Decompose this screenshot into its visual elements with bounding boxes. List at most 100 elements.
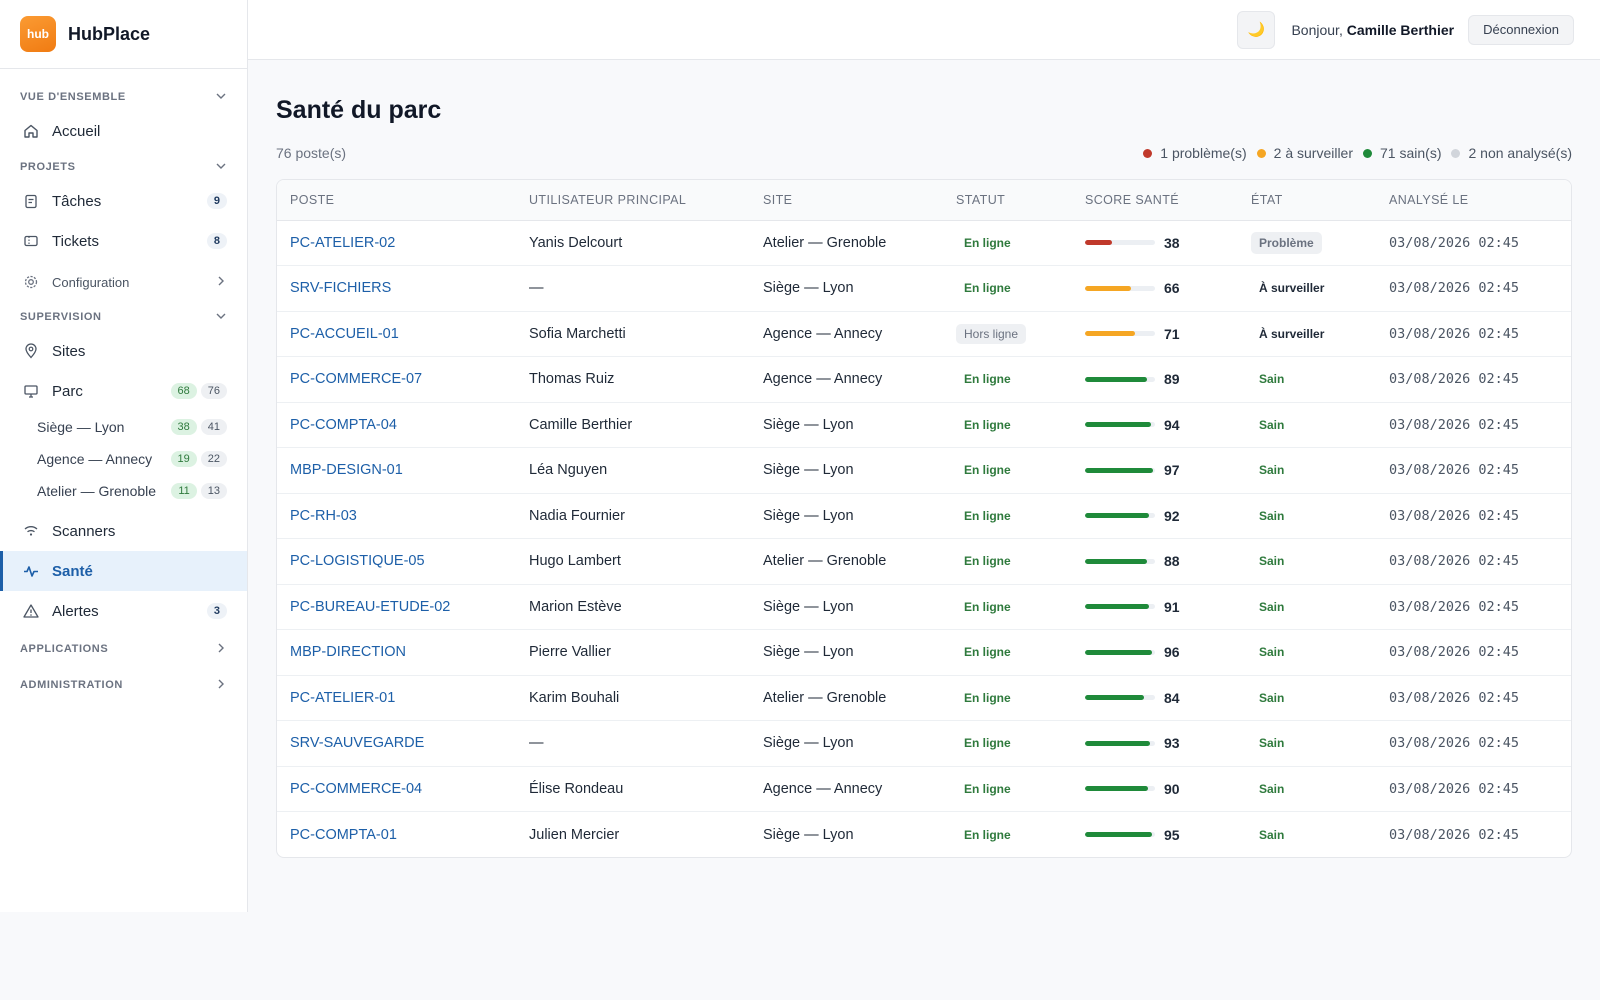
section-label: APPLICATIONS xyxy=(20,643,109,655)
user-cell: Nadia Fournier xyxy=(516,493,750,539)
state-badge: Sain xyxy=(1259,463,1285,478)
site-cell: Atelier — Grenoble xyxy=(750,675,943,721)
column-header-utilisateur[interactable]: UTILISATEUR PRINCIPAL xyxy=(516,180,750,221)
sidebar-item-scanners[interactable]: Scanners xyxy=(0,511,247,551)
table-row[interactable]: PC-ATELIER-02 Yanis Delcourt Atelier — Gre… xyxy=(277,220,1571,266)
section-administration[interactable]: ADMINISTRATION xyxy=(0,667,247,703)
ticket-icon xyxy=(22,232,40,250)
score-bar-fill xyxy=(1085,467,1153,473)
host-link[interactable]: PC-COMMERCE-07 xyxy=(290,371,423,388)
section-applications[interactable]: APPLICATIONS xyxy=(0,631,247,667)
table-row[interactable]: PC-LOGISTIQUE-05 Hugo Lambert Atelier — Gr… xyxy=(277,538,1571,585)
host-link[interactable]: PC-ACCUEIL-01 xyxy=(290,325,399,342)
column-header-etat[interactable]: ÉTAT xyxy=(1238,180,1376,221)
section-label: SUPERVISION xyxy=(20,311,102,323)
analysis-date: 03/08/2026 02:45 xyxy=(1389,280,1520,297)
site-cell: Siège — Lyon xyxy=(750,720,943,767)
logout-button[interactable]: Déconnexion xyxy=(1468,14,1574,45)
host-link[interactable]: SRV-SAUVEGARDE xyxy=(290,735,425,752)
legend-healthy: 71 sain(s) xyxy=(1380,145,1442,161)
count-badge: 9 xyxy=(206,193,227,209)
column-header-statut[interactable]: STATUT xyxy=(943,180,1072,221)
health-score: 97 xyxy=(1085,462,1238,478)
table-row[interactable]: PC-COMMERCE-04 Élise Rondeau Agence — Anne… xyxy=(277,766,1571,812)
main-nav: VUE D'ENSEMBLE Accueil PROJETS Tâches 9 xyxy=(0,69,247,703)
sidebar-subitem-atelier-grenoble[interactable]: Atelier — Grenoble 11 13 xyxy=(0,475,247,507)
status-badge: En ligne xyxy=(964,417,1011,432)
host-link[interactable]: PC-BUREAU-ETUDE-02 xyxy=(290,598,451,615)
host-link[interactable]: PC-COMMERCE-04 xyxy=(290,780,423,797)
host-link[interactable]: MBP-DIRECTION xyxy=(290,644,406,661)
score-bar xyxy=(1085,740,1155,746)
column-header-site[interactable]: SITE xyxy=(750,180,943,221)
table-row[interactable]: PC-COMPTA-01 Julien Mercier Siège — Lyon En… xyxy=(277,812,1571,858)
sidebar-item-parc[interactable]: Parc 68 76 xyxy=(0,371,247,411)
sidebar-item-label: Alertes xyxy=(52,602,99,620)
column-header-poste[interactable]: POSTE xyxy=(277,180,516,221)
health-table-card: POSTE UTILISATEUR PRINCIPAL SITE STATUT … xyxy=(276,179,1572,858)
state-badge: Sain xyxy=(1259,781,1285,796)
sidebar-item-accueil[interactable]: Accueil xyxy=(0,111,247,151)
table-row[interactable]: PC-COMMERCE-07 Thomas Ruiz Agence — Annecy… xyxy=(277,356,1571,403)
score-bar-fill xyxy=(1085,285,1132,291)
score-value: 88 xyxy=(1164,553,1180,570)
table-row[interactable]: PC-ATELIER-01 Karim Bouhali Atelier — Gren… xyxy=(277,675,1571,721)
table-row[interactable]: SRV-SAUVEGARDE — Siège — Lyon En ligne 93 Sai… xyxy=(277,720,1571,767)
site-cell: Siège — Lyon xyxy=(750,493,943,539)
sidebar-subitem-siege-lyon[interactable]: Siège — Lyon 38 41 xyxy=(0,411,247,443)
score-bar-fill xyxy=(1085,376,1148,382)
theme-toggle-button[interactable]: 🌙 xyxy=(1237,10,1276,49)
sidebar-item-configuration[interactable]: Configuration xyxy=(0,261,247,303)
sidebar-item-sante[interactable]: Santé xyxy=(0,551,247,591)
table-row[interactable]: PC-COMPTA-04 Camille Berthier Siège — Lyon… xyxy=(277,402,1571,448)
table-row[interactable]: PC-BUREAU-ETUDE-02 Marion Estève Siège — L… xyxy=(277,584,1571,630)
score-bar-fill xyxy=(1085,832,1152,837)
host-link[interactable]: SRV-FICHIERS xyxy=(290,280,392,297)
sidebar-item-taches[interactable]: Tâches 9 xyxy=(0,181,247,221)
site-cell: Siège — Lyon xyxy=(750,402,943,448)
sidebar-item-sites[interactable]: Sites xyxy=(0,331,247,371)
host-link[interactable]: PC-ATELIER-01 xyxy=(290,689,396,706)
greeting-text: Bonjour, xyxy=(1291,21,1343,38)
sidebar-item-alertes[interactable]: Alertes 3 xyxy=(0,591,247,631)
score-bar xyxy=(1085,649,1155,655)
user-name: Camille Berthier xyxy=(1346,21,1455,38)
column-header-score[interactable]: SCORE SANTÉ xyxy=(1072,180,1238,221)
status-badge: En ligne xyxy=(964,599,1011,614)
problem-dot-icon xyxy=(1143,148,1153,158)
status-badge: En ligne xyxy=(964,508,1011,523)
section-label: VUE D'ENSEMBLE xyxy=(20,91,126,103)
host-link[interactable]: PC-RH-03 xyxy=(290,507,357,524)
host-link[interactable]: PC-COMPTA-01 xyxy=(290,826,397,843)
table-row[interactable]: MBP-DESIGN-01 Léa Nguyen Siège — Lyon En li… xyxy=(277,447,1571,494)
state-badge: À surveiller xyxy=(1259,326,1325,341)
section-projets[interactable]: PROJETS xyxy=(0,153,247,181)
chevron-right-icon xyxy=(215,678,227,693)
sidebar-item-tickets[interactable]: Tickets 8 xyxy=(0,221,247,261)
health-score: 93 xyxy=(1085,735,1238,751)
brand[interactable]: hub HubPlace xyxy=(0,0,247,69)
table-row[interactable]: PC-ACCUEIL-01 Sofia Marchetti Agence — Ann… xyxy=(277,311,1571,357)
sidebar-subitem-label: Siège — Lyon xyxy=(37,419,125,435)
section-supervision[interactable]: SUPERVISION xyxy=(0,303,247,331)
table-row[interactable]: PC-RH-03 Nadia Fournier Siège — Lyon En lig… xyxy=(277,493,1571,539)
host-link[interactable]: MBP-DESIGN-01 xyxy=(290,462,403,479)
section-vue-ensemble[interactable]: VUE D'ENSEMBLE xyxy=(0,83,247,111)
site-cell: Agence — Annecy xyxy=(750,311,943,357)
state-badge: Sain xyxy=(1259,417,1285,432)
host-link[interactable]: PC-COMPTA-04 xyxy=(290,416,397,433)
user-cell: Sofia Marchetti xyxy=(516,311,750,357)
host-link[interactable]: PC-ATELIER-02 xyxy=(290,234,396,251)
table-row[interactable]: MBP-DIRECTION Pierre Vallier Siège — Lyon E… xyxy=(277,629,1571,676)
health-score: 66 xyxy=(1085,280,1238,296)
analysis-date: 03/08/2026 02:45 xyxy=(1389,325,1520,342)
sidebar-item-label: Configuration xyxy=(52,274,130,290)
column-header-analyse[interactable]: ANALYSÉ LE xyxy=(1376,180,1571,221)
healthy-count-badge: 68 xyxy=(170,383,197,399)
health-score: 71 xyxy=(1085,326,1238,342)
sidebar-subitem-agence-annecy[interactable]: Agence — Annecy 19 22 xyxy=(0,443,247,475)
state-badge: Sain xyxy=(1259,372,1285,387)
state-badge: Sain xyxy=(1259,599,1285,614)
table-row[interactable]: SRV-FICHIERS — Siège — Lyon En ligne 66 À sur… xyxy=(277,265,1571,312)
host-link[interactable]: PC-LOGISTIQUE-05 xyxy=(290,553,425,570)
